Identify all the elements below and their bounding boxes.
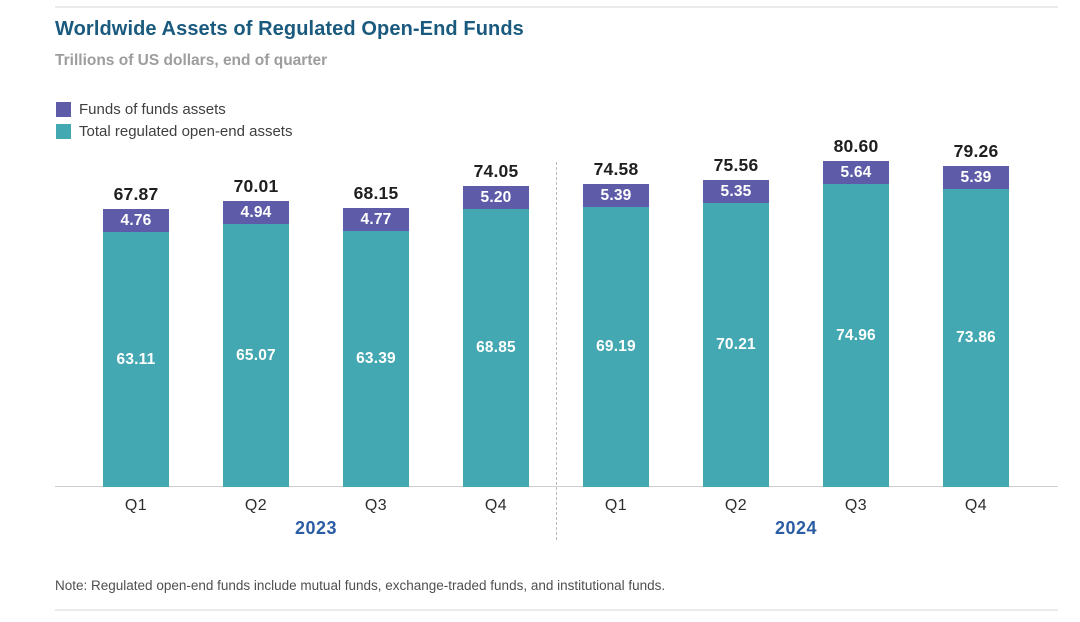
bar-total-label-q2-2023: 70.01 <box>233 176 279 196</box>
chart-subtitle: Trillions of US dollars, end of quarter <box>55 52 328 69</box>
legend-item-total-regulated: Total regulated open-end assets <box>56 123 293 140</box>
segment-value-label: 4.76 <box>120 211 152 229</box>
bar-segment-funds-of-funds-q1-2024: 5.39 <box>583 184 649 207</box>
year-label-2023: 2023 <box>294 518 338 538</box>
bar-total-label-q4-2024: 79.26 <box>953 141 999 161</box>
bar-segment-funds-of-funds-q2-2023: 4.94 <box>223 201 289 224</box>
legend-label: Funds of funds assets <box>79 101 226 118</box>
x-axis-label-q2-2023: Q2 <box>244 497 268 514</box>
year-label-2024: 2024 <box>774 518 818 538</box>
bar-segment-funds-of-funds-q3-2023: 4.77 <box>343 208 409 231</box>
bottom-divider-rule <box>55 609 1058 611</box>
bar-segment-funds-of-funds-q1-2023: 4.76 <box>103 209 169 232</box>
bar-segment-funds-of-funds-q3-2024: 5.64 <box>823 161 889 184</box>
bar-segment-total-q4-2024: 73.86 <box>943 189 1009 487</box>
segment-value-label: 5.20 <box>480 188 512 206</box>
bar-segment-funds-of-funds-q4-2024: 5.39 <box>943 166 1009 189</box>
bar-segment-total-q4-2023: 68.85 <box>463 209 529 487</box>
top-divider-rule <box>55 6 1058 8</box>
segment-value-label: 65.07 <box>236 346 276 364</box>
x-axis-label-q2-2024: Q2 <box>724 497 748 514</box>
segment-value-label: 5.39 <box>600 186 632 204</box>
bar-segment-funds-of-funds-q2-2024: 5.35 <box>703 180 769 203</box>
bar-segment-total-q3-2023: 63.39 <box>343 231 409 487</box>
year-group-divider <box>556 162 557 540</box>
chart-title: Worldwide Assets of Regulated Open-End F… <box>55 18 524 40</box>
bar-segment-funds-of-funds-q4-2023: 5.20 <box>463 186 529 209</box>
bar-total-label-q1-2023: 67.87 <box>113 184 159 204</box>
segment-value-label: 5.35 <box>720 182 752 200</box>
chart-legend: Funds of funds assets Total regulated op… <box>56 101 293 146</box>
bar-segment-total-q3-2024: 74.96 <box>823 184 889 487</box>
bar-segment-total-q2-2023: 65.07 <box>223 224 289 487</box>
bar-total-label-q1-2024: 74.58 <box>593 159 639 179</box>
segment-value-label: 74.96 <box>836 326 876 344</box>
segment-value-label: 69.19 <box>596 338 636 355</box>
legend-item-funds-of-funds: Funds of funds assets <box>56 101 292 118</box>
bar-total-label-q3-2024: 80.60 <box>833 136 879 156</box>
x-axis-label-q1-2023: Q1 <box>124 497 148 514</box>
bar-segment-total-q1-2023: 63.11 <box>103 232 169 487</box>
bar-segment-total-q2-2024: 70.21 <box>703 203 769 487</box>
x-axis-label-q1-2024: Q1 <box>604 497 628 514</box>
segment-value-label: 70.21 <box>716 336 756 353</box>
x-axis-label-q3-2024: Q3 <box>844 497 868 514</box>
segment-value-label: 5.64 <box>840 163 872 181</box>
bar-segment-total-q1-2024: 69.19 <box>583 207 649 487</box>
segment-value-label: 68.85 <box>476 339 516 356</box>
footnote: Note: Regulated open-end funds include m… <box>55 578 666 593</box>
segment-value-label: 63.11 <box>116 350 156 368</box>
bar-total-label-q2-2024: 75.56 <box>713 155 759 175</box>
segment-value-label: 63.39 <box>356 350 396 367</box>
x-axis-label-q3-2023: Q3 <box>364 497 388 514</box>
segment-value-label: 4.94 <box>240 203 272 221</box>
x-axis-label-q4-2023: Q4 <box>484 497 508 514</box>
x-axis-label-q4-2024: Q4 <box>964 497 988 514</box>
legend-label: Total regulated open-end assets <box>79 123 293 140</box>
legend-swatch-purple <box>56 102 71 117</box>
legend-swatch-teal <box>56 124 71 139</box>
bar-total-label-q4-2023: 74.05 <box>473 161 519 181</box>
segment-value-label: 4.77 <box>360 210 392 228</box>
segment-value-label: 73.86 <box>956 329 996 346</box>
bar-total-label-q3-2023: 68.15 <box>353 183 399 203</box>
segment-value-label: 5.39 <box>960 168 992 186</box>
